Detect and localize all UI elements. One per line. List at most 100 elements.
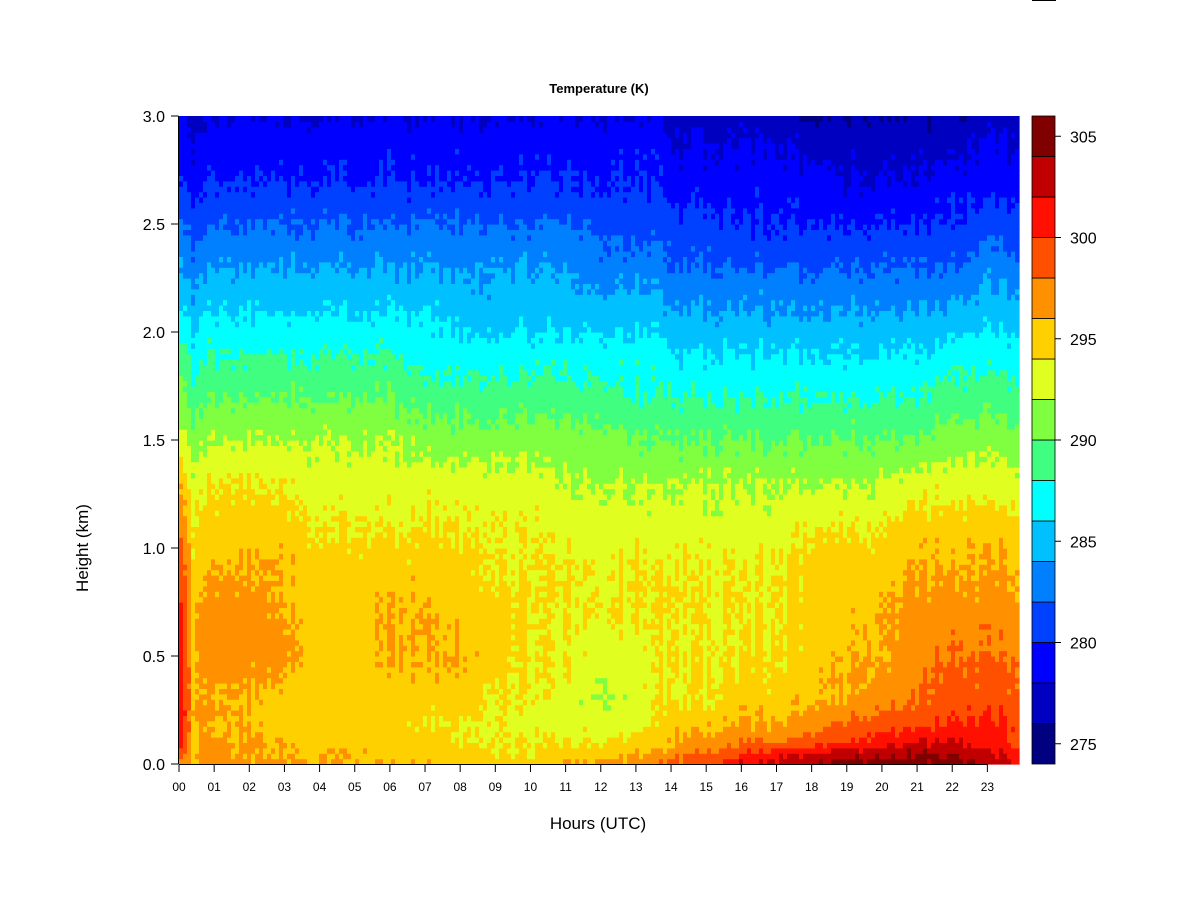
- heatmap-cell: [183, 407, 188, 414]
- heatmap-cell: [283, 391, 288, 398]
- heatmap-cell: [343, 380, 348, 387]
- heatmap-cell: [267, 629, 272, 635]
- heatmap-cell: [255, 326, 260, 333]
- heatmap-cell: [211, 326, 216, 333]
- heatmap-cell: [199, 186, 204, 193]
- heatmap-cell: [199, 445, 204, 452]
- heatmap-cell: [215, 704, 220, 711]
- heatmap-cell: [291, 407, 296, 414]
- heatmap-cell: [291, 521, 296, 527]
- heatmap-cell: [179, 197, 184, 203]
- heatmap-cell: [247, 278, 252, 284]
- heatmap-cell: [315, 332, 320, 338]
- heatmap-cell: [335, 699, 340, 706]
- heatmap-cell: [183, 607, 188, 614]
- heatmap-cell: [311, 591, 316, 598]
- heatmap-cell: [235, 396, 240, 403]
- heatmap-cell: [251, 332, 256, 338]
- heatmap-cell: [275, 429, 280, 436]
- heatmap-cell: [227, 396, 232, 403]
- heatmap-cell: [259, 407, 264, 414]
- heatmap-cell: [187, 256, 192, 263]
- heatmap-cell: [307, 396, 312, 403]
- heatmap-cell: [263, 315, 268, 322]
- heatmap-cell: [331, 758, 336, 765]
- heatmap-cell: [299, 558, 304, 565]
- heatmap-cell: [287, 656, 292, 662]
- heatmap-cell: [219, 251, 224, 257]
- heatmap-cell: [267, 623, 272, 630]
- heatmap-cell: [199, 634, 204, 641]
- heatmap-cell: [195, 450, 200, 457]
- heatmap-cell: [183, 661, 188, 668]
- heatmap-cell: [211, 661, 216, 668]
- heatmap-cell: [319, 180, 324, 187]
- heatmap-cell: [263, 623, 268, 630]
- heatmap-cell: [319, 645, 324, 652]
- heatmap-cell: [343, 434, 348, 441]
- heatmap-cell: [307, 537, 312, 544]
- heatmap-cell: [255, 229, 260, 236]
- heatmap-cell: [323, 315, 328, 322]
- heatmap-cell: [231, 348, 236, 355]
- heatmap-cell: [219, 170, 224, 176]
- heatmap-cell: [275, 434, 280, 441]
- heatmap-cell: [203, 483, 208, 490]
- heatmap-cell: [275, 645, 280, 652]
- heatmap-cell: [291, 386, 296, 392]
- heatmap-cell: [307, 375, 312, 382]
- heatmap-cell: [287, 375, 292, 382]
- heatmap-cell: [199, 305, 204, 311]
- heatmap-cell: [231, 472, 236, 479]
- heatmap-cell: [243, 353, 248, 360]
- heatmap-cell: [299, 132, 304, 139]
- heatmap-cell: [267, 521, 272, 527]
- heatmap-cell: [195, 170, 200, 176]
- heatmap-cell: [263, 153, 268, 160]
- heatmap-cell: [275, 704, 280, 711]
- heatmap-cell: [339, 553, 344, 560]
- heatmap-cell: [259, 321, 264, 328]
- heatmap-cell: [331, 704, 336, 711]
- heatmap-cell: [287, 272, 292, 279]
- heatmap-cell: [331, 207, 336, 214]
- heatmap-cell: [179, 569, 184, 576]
- heatmap-cell: [299, 434, 304, 441]
- heatmap-cell: [283, 650, 288, 657]
- heatmap-cell: [291, 645, 296, 652]
- heatmap-cell: [287, 175, 292, 182]
- heatmap-cell: [243, 602, 248, 608]
- heatmap-cell: [255, 170, 260, 176]
- heatmap-cell: [179, 213, 184, 220]
- heatmap-cell: [303, 483, 308, 490]
- heatmap-cell: [227, 364, 232, 371]
- heatmap-cell: [227, 440, 232, 446]
- heatmap-cell: [187, 558, 192, 565]
- heatmap-cell: [335, 758, 340, 765]
- heatmap-cell: [287, 677, 292, 684]
- heatmap-cell: [343, 747, 348, 754]
- heatmap-cell: [251, 245, 256, 252]
- heatmap-cell: [267, 531, 272, 538]
- heatmap-cell: [211, 758, 216, 765]
- heatmap-cell: [323, 440, 328, 446]
- heatmap-cell: [215, 121, 220, 128]
- heatmap-cell: [323, 747, 328, 754]
- heatmap-cell: [295, 591, 300, 598]
- heatmap-cell: [227, 423, 232, 430]
- heatmap-cell: [203, 645, 208, 652]
- heatmap-cell: [183, 699, 188, 706]
- heatmap-cell: [183, 342, 188, 349]
- heatmap-cell: [295, 693, 300, 700]
- heatmap-cell: [323, 132, 328, 139]
- heatmap-cell: [275, 191, 280, 198]
- heatmap-cell: [327, 575, 332, 581]
- heatmap-cell: [335, 407, 340, 414]
- heatmap-cell: [335, 315, 340, 322]
- heatmap-cell: [279, 704, 284, 711]
- heatmap-cell: [271, 326, 276, 333]
- heatmap-cell: [331, 720, 336, 727]
- heatmap-cell: [279, 288, 284, 295]
- heatmap-cell: [343, 510, 348, 517]
- heatmap-cell: [335, 278, 340, 284]
